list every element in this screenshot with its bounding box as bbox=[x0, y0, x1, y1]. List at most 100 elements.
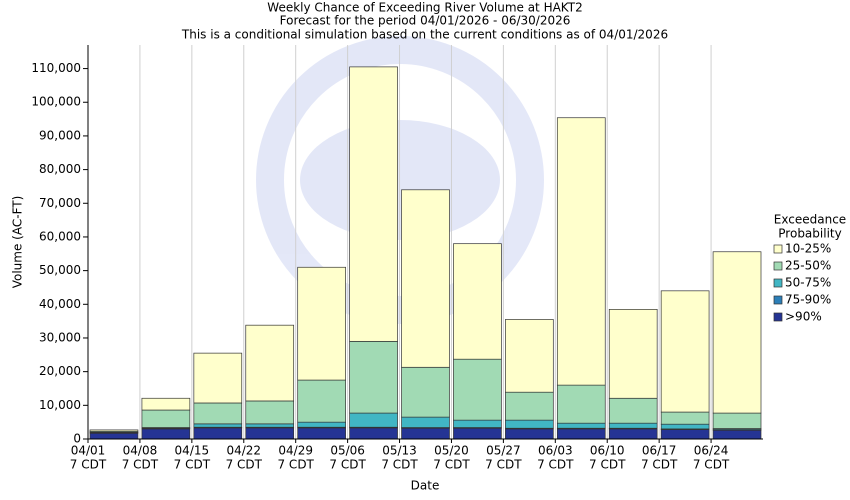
legend-label: 10-25% bbox=[785, 242, 831, 256]
x-tick-label: 04/08 bbox=[123, 444, 158, 458]
bar-segment bbox=[245, 324, 295, 402]
bar-segment bbox=[401, 427, 450, 440]
bar-segment bbox=[712, 251, 762, 414]
bar-segment bbox=[297, 379, 346, 423]
y-tick-label: 50,000 bbox=[39, 263, 81, 277]
legend-title: Exceedance bbox=[774, 213, 846, 227]
x-tick-label: 04/22 bbox=[226, 444, 261, 458]
chart-title: Weekly Chance of Exceeding River Volume … bbox=[267, 1, 582, 15]
y-tick-label: 10,000 bbox=[39, 398, 81, 412]
y-tick-label: 70,000 bbox=[39, 196, 81, 210]
bar-segment bbox=[297, 266, 346, 381]
x-tick-label: 05/27 bbox=[486, 444, 521, 458]
bar-segment bbox=[556, 117, 606, 386]
x-tick-sublabel: 7 CDT bbox=[70, 458, 107, 472]
bar-segment bbox=[660, 429, 710, 440]
x-tick-sublabel: 7 CDT bbox=[485, 458, 522, 472]
x-tick-sublabel: 7 CDT bbox=[537, 458, 574, 472]
legend-swatch bbox=[773, 295, 783, 305]
bar-segment bbox=[141, 409, 191, 428]
bar-segment bbox=[505, 319, 554, 393]
bar-segment bbox=[453, 243, 502, 360]
bar-segment bbox=[453, 419, 502, 428]
legend-swatch bbox=[773, 312, 783, 322]
bar-segment bbox=[349, 412, 398, 428]
y-tick-label: 110,000 bbox=[31, 61, 81, 75]
bar-segment bbox=[608, 428, 658, 440]
bar-segment bbox=[349, 66, 398, 342]
y-tick-label: 40,000 bbox=[39, 297, 81, 311]
x-tick-sublabel: 7 CDT bbox=[433, 458, 470, 472]
x-tick-sublabel: 7 CDT bbox=[641, 458, 678, 472]
bar-segment bbox=[193, 402, 243, 425]
bar-segment bbox=[141, 428, 191, 440]
bar-segment bbox=[608, 397, 658, 424]
x-tick-label: 04/29 bbox=[278, 444, 313, 458]
y-tick-label: 80,000 bbox=[39, 162, 81, 176]
bar-segment bbox=[453, 358, 502, 421]
x-tick-label: 04/01 bbox=[71, 444, 106, 458]
legend-title: Probability bbox=[778, 227, 841, 241]
x-tick-sublabel: 7 CDT bbox=[226, 458, 263, 472]
bar-segment bbox=[608, 309, 658, 399]
chart-subtitle: Forecast for the period 04/01/2026 - 06/… bbox=[280, 14, 571, 28]
bar-segment bbox=[193, 427, 243, 440]
bar-segment bbox=[193, 352, 243, 404]
bar-segment bbox=[349, 427, 398, 440]
bar-segment bbox=[297, 427, 346, 440]
bar-segment bbox=[608, 422, 658, 429]
x-tick-sublabel: 7 CDT bbox=[693, 458, 730, 472]
x-tick-label: 05/06 bbox=[330, 444, 365, 458]
bar-segment bbox=[401, 189, 450, 368]
bar-segment bbox=[556, 422, 606, 429]
bar-segment bbox=[453, 427, 502, 440]
bar-segment bbox=[349, 340, 398, 414]
y-tick-label: 90,000 bbox=[39, 128, 81, 142]
bar-segment bbox=[712, 429, 762, 440]
y-tick-label: 60,000 bbox=[39, 229, 81, 243]
x-tick-label: 06/10 bbox=[590, 444, 625, 458]
legend-swatch bbox=[773, 261, 783, 271]
bar-segment bbox=[245, 400, 295, 425]
bar-segment bbox=[660, 423, 710, 430]
x-tick-label: 06/17 bbox=[642, 444, 677, 458]
x-tick-sublabel: 7 CDT bbox=[329, 458, 366, 472]
bar-segment bbox=[660, 411, 710, 425]
legend-label: 75-90% bbox=[785, 293, 831, 307]
bar-segment bbox=[141, 397, 191, 411]
bar-segment bbox=[556, 428, 606, 440]
legend-label: >90% bbox=[785, 310, 822, 324]
bar-segment bbox=[505, 428, 554, 440]
bar-segment bbox=[89, 432, 139, 440]
x-tick-label: 05/13 bbox=[382, 444, 417, 458]
bar-segment bbox=[505, 419, 554, 429]
legend-label: 50-75% bbox=[785, 276, 831, 290]
y-axis-label: Volume (AC-FT) bbox=[11, 196, 25, 289]
legend-swatch bbox=[773, 278, 783, 288]
bar-segment bbox=[401, 416, 450, 428]
bar-segment bbox=[89, 429, 139, 432]
bar-segment bbox=[245, 423, 295, 428]
bar-segment bbox=[297, 421, 346, 428]
x-tick-label: 06/03 bbox=[538, 444, 573, 458]
chart-subtitle: This is a conditional simulation based o… bbox=[181, 28, 668, 42]
y-tick-label: 100,000 bbox=[31, 95, 81, 109]
bar-segment bbox=[712, 412, 762, 429]
bar-segment bbox=[505, 391, 554, 421]
legend-label: 25-50% bbox=[785, 259, 831, 273]
x-tick-sublabel: 7 CDT bbox=[174, 458, 211, 472]
bar-segment bbox=[401, 366, 450, 418]
x-tick-label: 05/20 bbox=[434, 444, 469, 458]
legend-swatch bbox=[773, 244, 783, 254]
bar-segment bbox=[660, 290, 710, 413]
x-tick-label: 04/15 bbox=[175, 444, 210, 458]
x-tick-sublabel: 7 CDT bbox=[122, 458, 159, 472]
x-tick-sublabel: 7 CDT bbox=[381, 458, 418, 472]
bar-segment bbox=[245, 427, 295, 440]
x-tick-sublabel: 7 CDT bbox=[589, 458, 626, 472]
y-tick-label: 0 bbox=[73, 432, 81, 446]
y-tick-label: 20,000 bbox=[39, 364, 81, 378]
x-axis-label: Date bbox=[411, 479, 440, 493]
y-tick-label: 30,000 bbox=[39, 330, 81, 344]
